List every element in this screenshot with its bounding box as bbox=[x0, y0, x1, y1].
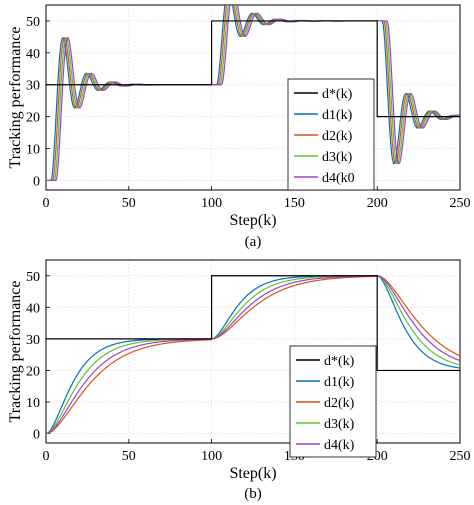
chart-panel-2: 05010015020025001020304050Step(k)Trackin… bbox=[7, 259, 471, 502]
plot-area bbox=[46, 275, 460, 435]
series-line-1 bbox=[46, 275, 460, 435]
chart-panel-1: 0 50 100 150 200 250 0 10 20 30 40 50 Step(k) Trackin… bbox=[7, 4, 471, 250]
legend-label: d4(k0 bbox=[322, 171, 355, 186]
x-tick-label: 250 bbox=[450, 449, 471, 464]
y-tick-label: 10 bbox=[26, 396, 40, 411]
series-line-4 bbox=[46, 5, 460, 182]
panel-caption: (a) bbox=[245, 234, 262, 250]
y-axis-label: Tracking performance bbox=[7, 26, 24, 168]
y-tick-label: 50 bbox=[26, 270, 40, 285]
panel-caption: (b) bbox=[244, 486, 262, 502]
x-tick-label: 200 bbox=[367, 196, 388, 211]
x-tick-label: 0 bbox=[43, 196, 50, 211]
x-tick-label: 250 bbox=[450, 196, 471, 211]
y-tick-label: 30 bbox=[26, 333, 40, 348]
legend-label: d2(k) bbox=[324, 396, 355, 411]
plot-frame bbox=[45, 4, 461, 191]
x-tick-label: 0 bbox=[43, 449, 50, 464]
series-line-2 bbox=[46, 5, 460, 182]
x-tick-label: 50 bbox=[122, 449, 136, 464]
legend-label: d1(k) bbox=[324, 375, 355, 390]
x-axis-label: Step(k) bbox=[229, 212, 276, 229]
x-tick-label: 100 bbox=[201, 449, 222, 464]
y-tick-label: 20 bbox=[26, 111, 40, 126]
reference-line bbox=[46, 275, 460, 372]
x-axis-label: Step(k) bbox=[229, 465, 276, 482]
x-tick-label: 150 bbox=[284, 196, 305, 211]
legend-label: d4(k) bbox=[324, 438, 355, 453]
legend: d*(k) d1(k) d2(k) d3(k) d4(k0 bbox=[287, 78, 375, 191]
legend-label: d*(k) bbox=[324, 354, 355, 369]
legend-label: d3(k) bbox=[322, 150, 353, 165]
y-tick-label: 30 bbox=[26, 79, 40, 94]
x-tick-label: 100 bbox=[201, 196, 222, 211]
legend: d*(k) d1(k) d2(k) d3(k) d4(k) bbox=[289, 345, 377, 458]
y-tick-label: 10 bbox=[26, 143, 40, 158]
legend-label: d2(k) bbox=[322, 129, 353, 144]
series-line-2 bbox=[46, 275, 460, 435]
y-tick-label: 0 bbox=[33, 428, 40, 443]
plot-area bbox=[46, 5, 460, 182]
legend-label: d3(k) bbox=[324, 417, 355, 432]
reference-line bbox=[46, 20, 460, 118]
legend-label: d*(k) bbox=[322, 87, 353, 102]
series-line-3 bbox=[46, 275, 460, 435]
y-tick-label: 50 bbox=[26, 15, 40, 30]
x-tick-label: 50 bbox=[122, 196, 136, 211]
y-tick-label: 20 bbox=[26, 364, 40, 379]
grid-lines bbox=[45, 260, 461, 443]
y-tick-label: 40 bbox=[26, 301, 40, 316]
y-tick-label: 40 bbox=[26, 47, 40, 62]
y-tick-label: 0 bbox=[33, 174, 40, 189]
y-axis-label: Tracking performance bbox=[7, 280, 24, 422]
legend-label: d1(k) bbox=[322, 108, 353, 123]
series-line-4 bbox=[46, 275, 460, 435]
plot-frame bbox=[45, 259, 461, 444]
